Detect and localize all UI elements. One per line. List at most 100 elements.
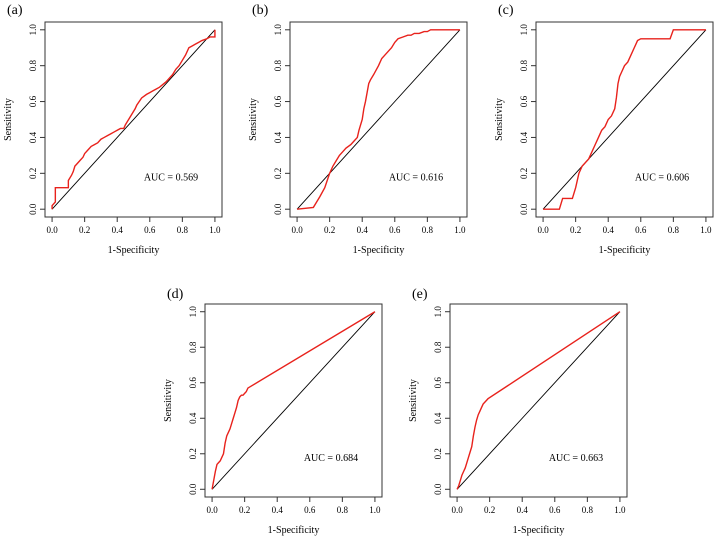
- y-tick-label: 0.6: [273, 95, 283, 107]
- y-tick-label: 0.8: [28, 60, 38, 72]
- y-tick-label: 0.8: [433, 341, 443, 353]
- reference-diagonal-line: [211, 311, 376, 490]
- y-tick-label: 0.0: [188, 483, 198, 495]
- x-tick-label: 0.8: [177, 225, 189, 235]
- y-tick-label: 0.6: [433, 377, 443, 389]
- panel-label: (d): [167, 287, 184, 302]
- plot-frame: [44, 21, 223, 218]
- plot-frame: [204, 303, 383, 498]
- y-tick-label: 0.0: [519, 203, 529, 215]
- x-axis-label: 1-Specificity: [353, 245, 405, 256]
- x-tick-label: 1.0: [700, 225, 712, 235]
- y-tick-label: 0.4: [273, 131, 283, 143]
- y-tick-label: 0.6: [188, 377, 198, 389]
- x-tick-label: 0.6: [144, 225, 156, 235]
- y-tick-label: 0.8: [188, 341, 198, 353]
- x-axis-label: 1-Specificity: [108, 245, 160, 256]
- x-axis-label: 1-Specificity: [268, 525, 320, 536]
- roc-panel-1: (a) 0.0 0.2 0.4 0.6 0.8 1.0 0.0 0.2 0.4 0.6 0.8 1.0 1…: [3, 3, 223, 256]
- x-tick-label: 0.6: [635, 225, 647, 235]
- x-tick-label: 1.0: [454, 225, 466, 235]
- y-tick-label: 0.6: [519, 95, 529, 107]
- x-tick-label: 0.4: [517, 505, 529, 515]
- y-tick-label: 1.0: [28, 24, 38, 36]
- reference-diagonal-line: [456, 311, 621, 490]
- y-tick-label: 1.0: [273, 24, 283, 36]
- roc-curve-line: [51, 29, 216, 210]
- x-tick-label: 0.4: [112, 225, 124, 235]
- y-axis-label: Sensitivity: [3, 98, 14, 141]
- y-tick-label: 0.8: [519, 60, 529, 72]
- y-tick-label: 0.8: [273, 60, 283, 72]
- y-tick-label: 0.4: [519, 131, 529, 143]
- x-tick-label: 1.0: [209, 225, 221, 235]
- panel-label: (c): [498, 3, 514, 18]
- y-axis-label: Sensitivity: [408, 379, 419, 422]
- panel-label: (b): [252, 3, 269, 18]
- y-tick-label: 1.0: [433, 306, 443, 318]
- x-tick-label: 0.4: [603, 225, 615, 235]
- plot-frame: [449, 303, 628, 498]
- y-axis-label: Sensitivity: [163, 379, 174, 422]
- roc-curve-line: [543, 29, 706, 210]
- y-tick-label: 0.2: [519, 168, 529, 179]
- roc-panel-5: (e) 0.0 0.2 0.4 0.6 0.8 1.0 0.0 0.2 0.4 0.6 0.8 1.0 1…: [408, 287, 628, 536]
- y-tick-label: 0.0: [28, 203, 38, 215]
- x-tick-label: 0.0: [451, 505, 463, 515]
- y-axis-label: Sensitivity: [494, 98, 505, 141]
- auc-label: AUC = 0.663: [549, 453, 603, 464]
- x-tick-label: 0.0: [291, 225, 303, 235]
- x-tick-label: 0.2: [484, 505, 495, 515]
- x-tick-label: 0.8: [337, 505, 349, 515]
- x-tick-label: 0.0: [537, 225, 549, 235]
- auc-label: AUC = 0.569: [144, 172, 198, 183]
- x-tick-label: 0.6: [304, 505, 316, 515]
- reference-diagonal-line: [542, 29, 707, 210]
- x-tick-label: 0.4: [272, 505, 284, 515]
- y-tick-label: 0.2: [188, 448, 198, 459]
- roc-curve-line: [211, 311, 376, 490]
- plot-frame: [289, 21, 468, 218]
- y-tick-label: 0.0: [433, 483, 443, 495]
- roc-panel-4: (d) 0.0 0.2 0.4 0.6 0.8 1.0 0.0 0.2 0.4 0.6 0.8 1.0 1…: [163, 287, 383, 536]
- x-tick-label: 0.2: [324, 225, 335, 235]
- panel-label: (e): [412, 287, 428, 302]
- auc-label: AUC = 0.606: [635, 172, 689, 183]
- plot-frame: [535, 21, 714, 218]
- x-tick-label: 1.0: [369, 505, 381, 515]
- x-tick-label: 0.4: [357, 225, 369, 235]
- y-tick-label: 0.4: [28, 131, 38, 143]
- roc-panel-2: (b) 0.0 0.2 0.4 0.6 0.8 1.0 0.0 0.2 0.4 0.6 0.8 1.0 1…: [248, 3, 468, 256]
- x-tick-label: 0.2: [570, 225, 581, 235]
- auc-label: AUC = 0.616: [389, 172, 443, 183]
- y-tick-label: 0.4: [188, 412, 198, 424]
- x-tick-label: 0.6: [389, 225, 401, 235]
- y-tick-label: 0.0: [273, 203, 283, 215]
- roc-curve-line: [297, 29, 460, 210]
- y-tick-label: 1.0: [519, 24, 529, 36]
- y-tick-label: 1.0: [188, 306, 198, 318]
- x-tick-label: 1.0: [614, 505, 626, 515]
- reference-diagonal-line: [51, 29, 216, 210]
- x-tick-label: 0.2: [239, 505, 250, 515]
- y-tick-label: 0.6: [28, 95, 38, 107]
- x-axis-label: 1-Specificity: [513, 525, 565, 536]
- reference-diagonal-line: [296, 29, 461, 210]
- x-tick-label: 0.0: [206, 505, 218, 515]
- x-tick-label: 0.0: [46, 225, 58, 235]
- x-axis-label: 1-Specificity: [599, 245, 651, 256]
- roc-curve-line: [456, 311, 621, 490]
- x-tick-label: 0.2: [79, 225, 90, 235]
- x-tick-label: 0.8: [582, 505, 594, 515]
- y-tick-label: 0.2: [273, 168, 283, 179]
- y-tick-label: 0.2: [28, 168, 38, 179]
- y-tick-label: 0.2: [433, 448, 443, 459]
- x-tick-label: 0.8: [668, 225, 680, 235]
- x-tick-label: 0.8: [422, 225, 434, 235]
- x-tick-label: 0.6: [549, 505, 561, 515]
- y-axis-label: Sensitivity: [248, 98, 259, 141]
- y-tick-label: 0.4: [433, 412, 443, 424]
- roc-panel-3: (c) 0.0 0.2 0.4 0.6 0.8 1.0 0.0 0.2 0.4 0.6 0.8 1.0 1…: [494, 3, 714, 256]
- auc-label: AUC = 0.684: [304, 453, 358, 464]
